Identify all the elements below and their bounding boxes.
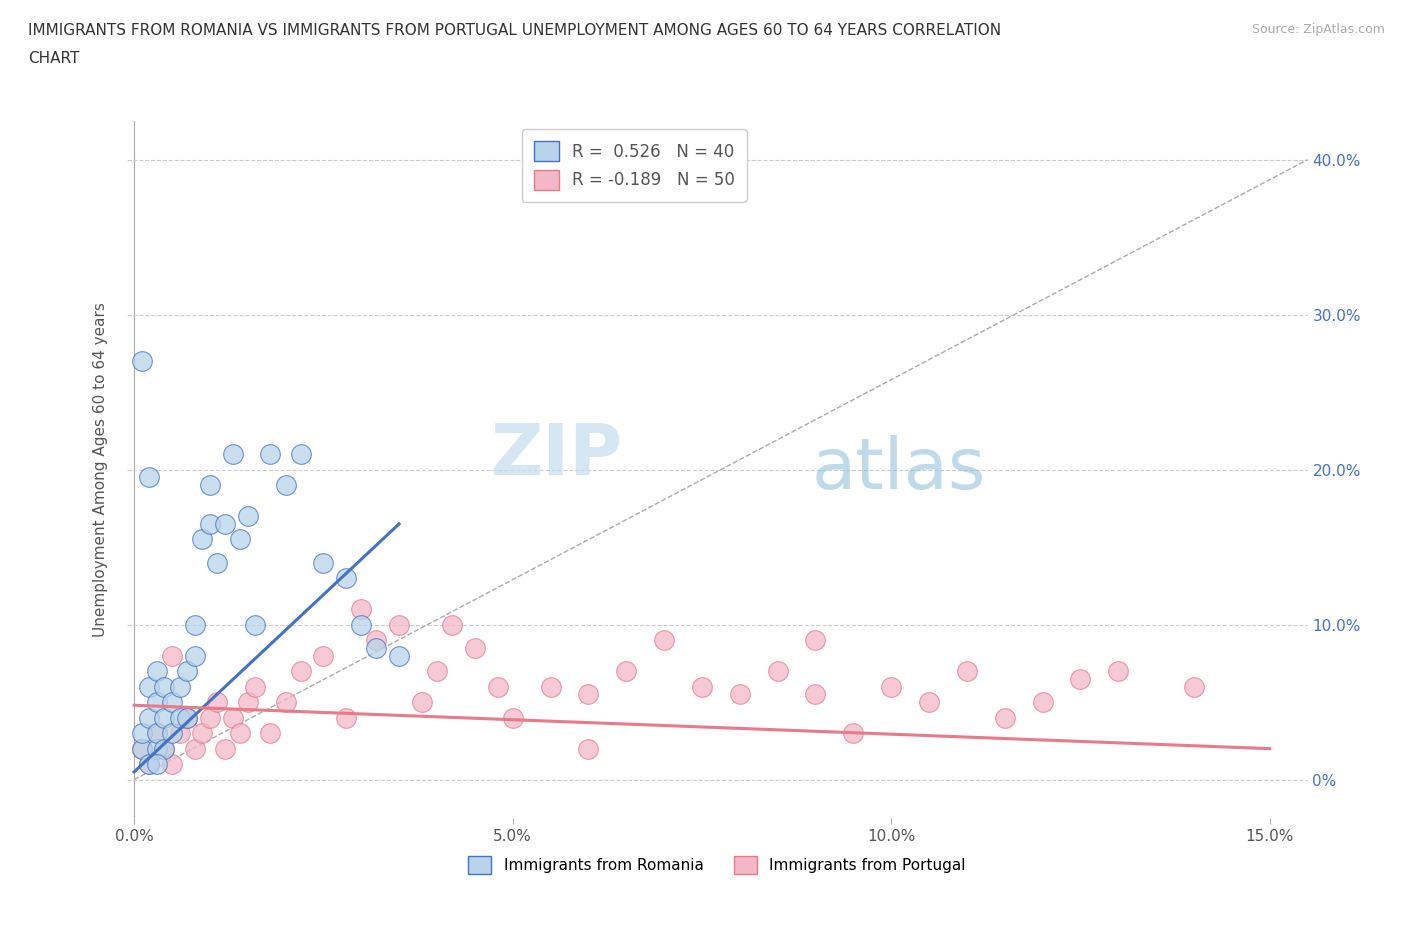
Point [183,648,205,663]
Point [138,711,160,725]
Point [207,695,229,710]
Point [176,711,198,725]
Point [766,664,789,679]
Point [464,641,486,656]
Point [576,687,599,702]
Point [540,679,562,694]
Point [259,446,281,461]
Point [486,679,509,694]
Point [245,679,267,694]
Point [956,664,979,679]
Point [842,725,865,740]
Text: ZIP: ZIP [491,421,623,490]
Point [191,725,214,740]
Point [441,618,464,632]
Point [221,446,243,461]
Point [312,555,335,570]
Point [388,648,411,663]
Point [290,446,312,461]
Point [274,478,297,493]
Point [169,725,191,740]
Point [160,648,183,663]
Point [214,741,236,756]
Point [198,711,221,725]
Point [169,711,191,725]
Point [229,532,252,547]
Point [1107,664,1129,679]
Point [138,679,160,694]
Point [366,641,388,656]
Point [576,741,599,756]
Point [153,711,176,725]
Point [198,516,221,531]
Point [426,664,449,679]
Y-axis label: Unemployment Among Ages 60 to 64 years: Unemployment Among Ages 60 to 64 years [93,302,108,637]
Point [804,632,827,647]
Point [131,353,153,368]
Point [138,470,160,485]
Point [176,664,198,679]
Point [138,757,160,772]
Point [804,687,827,702]
Point [169,679,191,694]
Point [236,509,259,524]
Point [290,664,312,679]
Text: Source: ZipAtlas.com: Source: ZipAtlas.com [1251,23,1385,36]
Point [207,555,229,570]
Point [183,618,205,632]
Point [994,711,1017,725]
Point [146,664,169,679]
Point [214,516,236,531]
Point [131,741,153,756]
Point [1069,671,1091,686]
Point [160,695,183,710]
Point [1182,679,1205,694]
Point [335,571,357,586]
Point [191,532,214,547]
Point [918,695,941,710]
Point [236,695,259,710]
Point [153,741,176,756]
Point [229,725,252,740]
Point [690,679,713,694]
Point [728,687,751,702]
Point [614,664,637,679]
Point [312,648,335,663]
Point [146,695,169,710]
Point [350,602,373,617]
Point [153,679,176,694]
Legend: Immigrants from Romania, Immigrants from Portugal: Immigrants from Romania, Immigrants from… [463,850,972,881]
Point [652,632,675,647]
Point [274,695,297,710]
Point [388,618,411,632]
Point [153,741,176,756]
Point [146,757,169,772]
Text: atlas: atlas [811,435,986,504]
Point [880,679,903,694]
Point [146,725,169,740]
Text: IMMIGRANTS FROM ROMANIA VS IMMIGRANTS FROM PORTUGAL UNEMPLOYMENT AMONG AGES 60 T: IMMIGRANTS FROM ROMANIA VS IMMIGRANTS FR… [28,23,1001,38]
Point [183,741,205,756]
Point [350,618,373,632]
Point [146,741,169,756]
Point [176,711,198,725]
Point [138,757,160,772]
Point [411,695,433,710]
Point [160,757,183,772]
Point [366,632,388,647]
Point [1032,695,1054,710]
Point [335,711,357,725]
Point [131,741,153,756]
Point [131,725,153,740]
Text: CHART: CHART [28,51,80,66]
Point [160,725,183,740]
Point [259,725,281,740]
Point [221,711,243,725]
Point [146,725,169,740]
Point [245,618,267,632]
Point [502,711,524,725]
Point [198,478,221,493]
